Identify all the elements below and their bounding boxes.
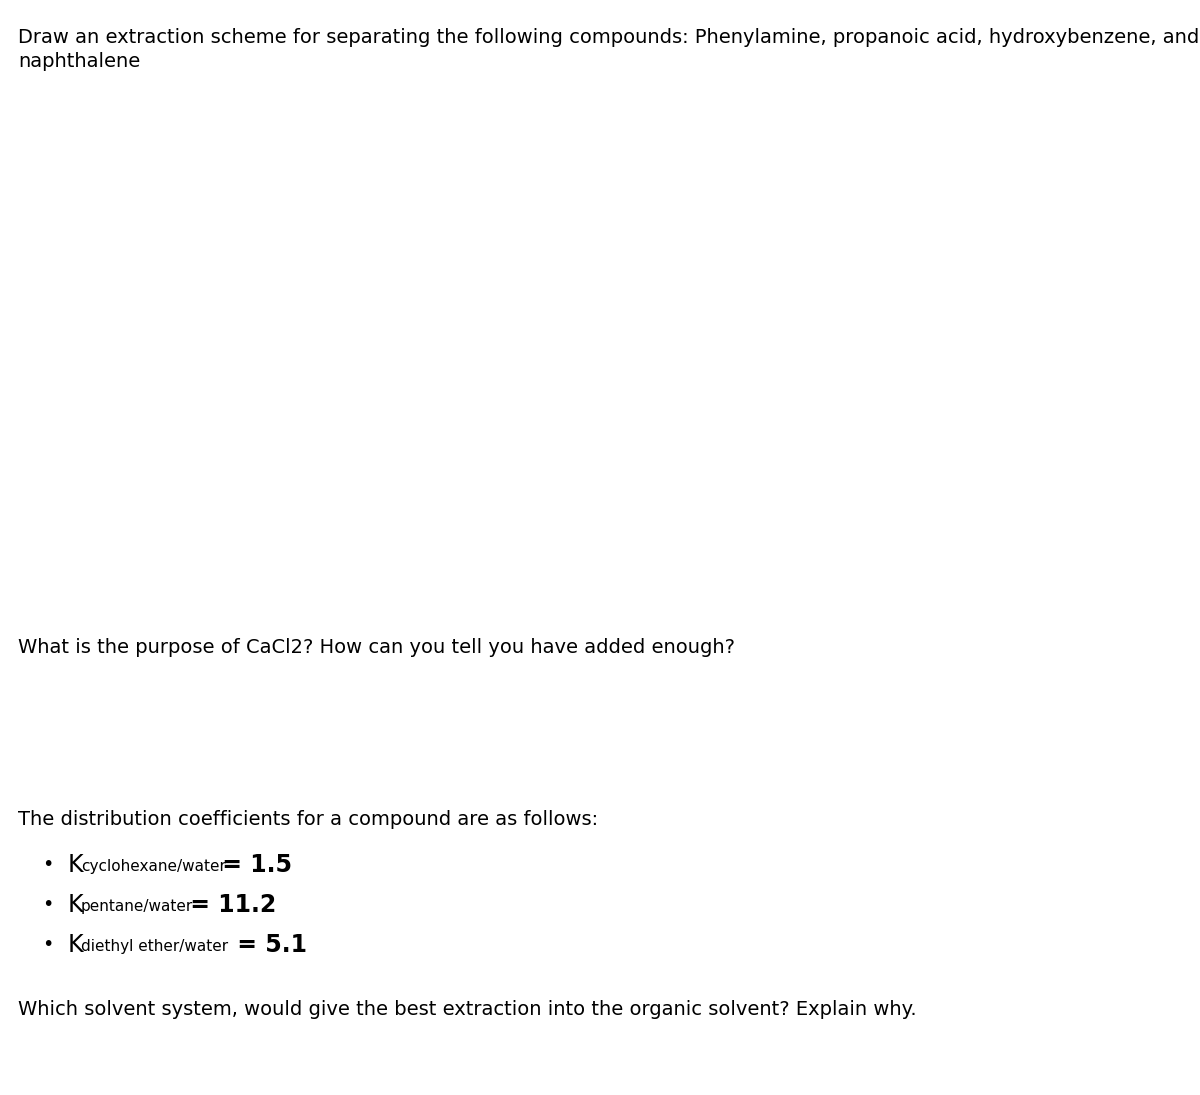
Text: K: K xyxy=(68,894,84,917)
Text: K: K xyxy=(68,933,84,957)
Text: Draw an extraction scheme for separating the following compounds: Phenylamine, p: Draw an extraction scheme for separating… xyxy=(18,28,1199,47)
Text: naphthalene: naphthalene xyxy=(18,51,140,71)
Text: K: K xyxy=(68,853,84,877)
Text: •: • xyxy=(42,855,54,874)
Text: The distribution coefficients for a compound are as follows:: The distribution coefficients for a comp… xyxy=(18,810,598,829)
Text: = 1.5: = 1.5 xyxy=(214,853,292,877)
Text: = 5.1: = 5.1 xyxy=(229,933,307,957)
Text: •: • xyxy=(42,895,54,914)
Text: cyclohexane/water: cyclohexane/water xyxy=(82,858,226,874)
Text: Which solvent system, would give the best extraction into the organic solvent? E: Which solvent system, would give the bes… xyxy=(18,1000,917,1019)
Text: = 11.2: = 11.2 xyxy=(182,894,277,917)
Text: •: • xyxy=(42,935,54,954)
Text: pentane/water: pentane/water xyxy=(82,899,193,914)
Text: diethyl ether/water: diethyl ether/water xyxy=(82,940,228,954)
Text: What is the purpose of CaCl2? How can you tell you have added enough?: What is the purpose of CaCl2? How can yo… xyxy=(18,638,734,657)
